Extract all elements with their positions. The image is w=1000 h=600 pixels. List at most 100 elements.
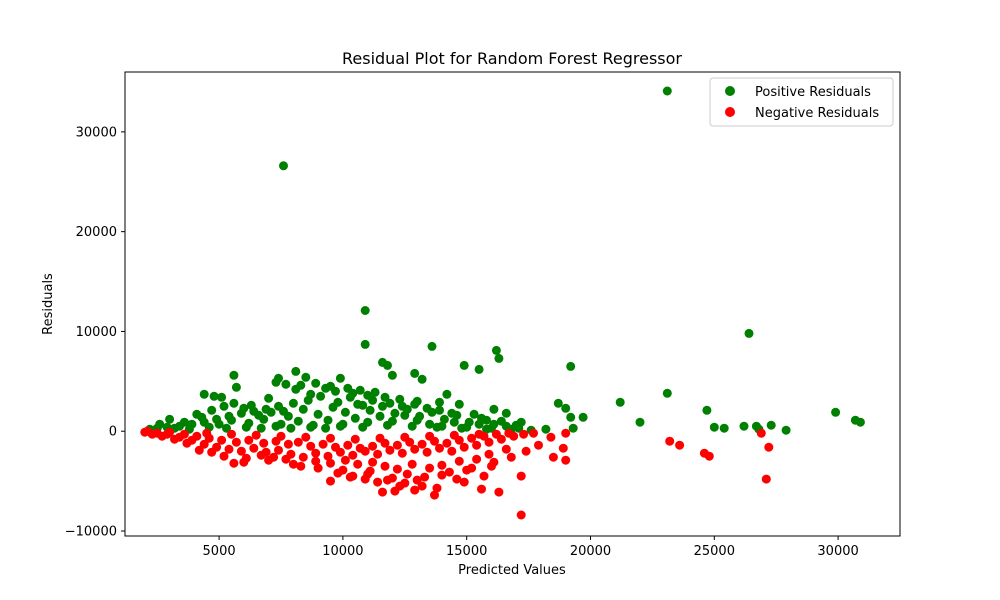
- data-point: [192, 431, 202, 441]
- data-point: [231, 437, 241, 447]
- data-point: [249, 443, 259, 453]
- data-point: [246, 400, 256, 410]
- data-point: [199, 389, 209, 399]
- data-point: [521, 446, 531, 456]
- data-point: [425, 463, 435, 473]
- data-point: [504, 428, 514, 438]
- data-point: [194, 445, 204, 455]
- data-point: [410, 444, 420, 454]
- data-point: [566, 361, 576, 371]
- data-point: [251, 430, 261, 440]
- data-point: [855, 417, 865, 427]
- data-point: [442, 438, 452, 448]
- data-point: [288, 459, 298, 469]
- data-point: [313, 463, 323, 473]
- data-point: [449, 430, 459, 440]
- data-point: [358, 400, 368, 410]
- legend-label-positive: Positive Residuals: [755, 85, 871, 100]
- y-axis-ticks: −10000 0 10000 20000 30000: [65, 125, 125, 540]
- data-point: [430, 490, 439, 500]
- data-point: [385, 445, 395, 455]
- data-point: [561, 403, 571, 413]
- data-point: [241, 422, 251, 432]
- data-point: [298, 404, 308, 414]
- data-point: [491, 345, 501, 355]
- data-point: [348, 450, 358, 460]
- x-axis-title: Predicted Values: [458, 563, 566, 578]
- data-point: [283, 439, 293, 449]
- data-point: [165, 414, 175, 424]
- data-point: [331, 386, 340, 396]
- data-point: [506, 452, 516, 462]
- data-point: [259, 438, 269, 448]
- data-point: [375, 433, 385, 443]
- data-point: [400, 410, 410, 420]
- data-point: [511, 420, 521, 430]
- data-point: [412, 415, 422, 425]
- data-point: [427, 341, 437, 351]
- y-tick-label: 30000: [76, 125, 117, 140]
- data-point: [291, 366, 301, 376]
- data-point: [219, 451, 229, 461]
- data-point: [422, 447, 432, 457]
- legend-label-negative: Negative Residuals: [755, 106, 879, 121]
- data-point: [442, 389, 452, 399]
- data-point: [719, 423, 729, 433]
- data-point: [383, 420, 392, 430]
- data-point: [462, 465, 472, 475]
- data-point: [484, 449, 494, 459]
- x-axis-ticks: 5000 10000 15000 20000 25000 30000: [203, 536, 859, 559]
- data-point: [368, 441, 378, 451]
- data-point: [702, 405, 712, 415]
- y-tick-label: −10000: [65, 525, 117, 540]
- data-point: [217, 392, 227, 402]
- data-point: [350, 434, 360, 444]
- data-point: [407, 421, 417, 431]
- data-point: [831, 407, 841, 417]
- data-point: [212, 442, 222, 452]
- data-point: [541, 424, 551, 434]
- data-point: [142, 426, 152, 436]
- legend-marker-negative: [725, 107, 735, 117]
- data-point: [345, 392, 355, 402]
- data-point: [529, 428, 538, 438]
- data-point: [561, 428, 571, 438]
- data-point: [279, 406, 288, 416]
- data-point: [385, 398, 395, 408]
- data-point: [761, 474, 771, 484]
- data-point: [378, 401, 387, 411]
- data-point: [516, 471, 526, 481]
- data-point: [323, 451, 333, 461]
- data-point: [219, 401, 229, 411]
- data-point: [239, 403, 249, 413]
- data-point: [387, 370, 397, 380]
- data-point: [425, 431, 435, 441]
- data-point: [487, 461, 496, 471]
- x-tick-label: 20000: [570, 544, 611, 559]
- x-tick-label: 30000: [817, 544, 858, 559]
- data-point: [259, 414, 269, 424]
- data-point: [217, 435, 227, 445]
- data-point: [318, 439, 328, 449]
- data-point: [360, 306, 370, 315]
- data-point: [417, 374, 427, 384]
- data-point: [435, 405, 444, 415]
- data-point: [271, 377, 281, 387]
- data-point: [293, 416, 303, 426]
- data-point: [353, 459, 363, 469]
- data-point: [397, 401, 407, 411]
- data-point: [392, 464, 402, 474]
- data-point: [321, 383, 331, 393]
- data-point: [410, 485, 420, 495]
- data-point: [365, 405, 375, 415]
- data-point: [578, 412, 588, 422]
- data-point: [417, 439, 427, 449]
- data-point: [311, 456, 321, 466]
- data-point: [437, 460, 447, 470]
- data-point: [477, 484, 486, 494]
- data-point: [296, 461, 306, 471]
- data-point: [395, 394, 405, 404]
- data-point: [435, 443, 444, 453]
- data-point: [214, 419, 224, 429]
- data-point: [368, 457, 378, 467]
